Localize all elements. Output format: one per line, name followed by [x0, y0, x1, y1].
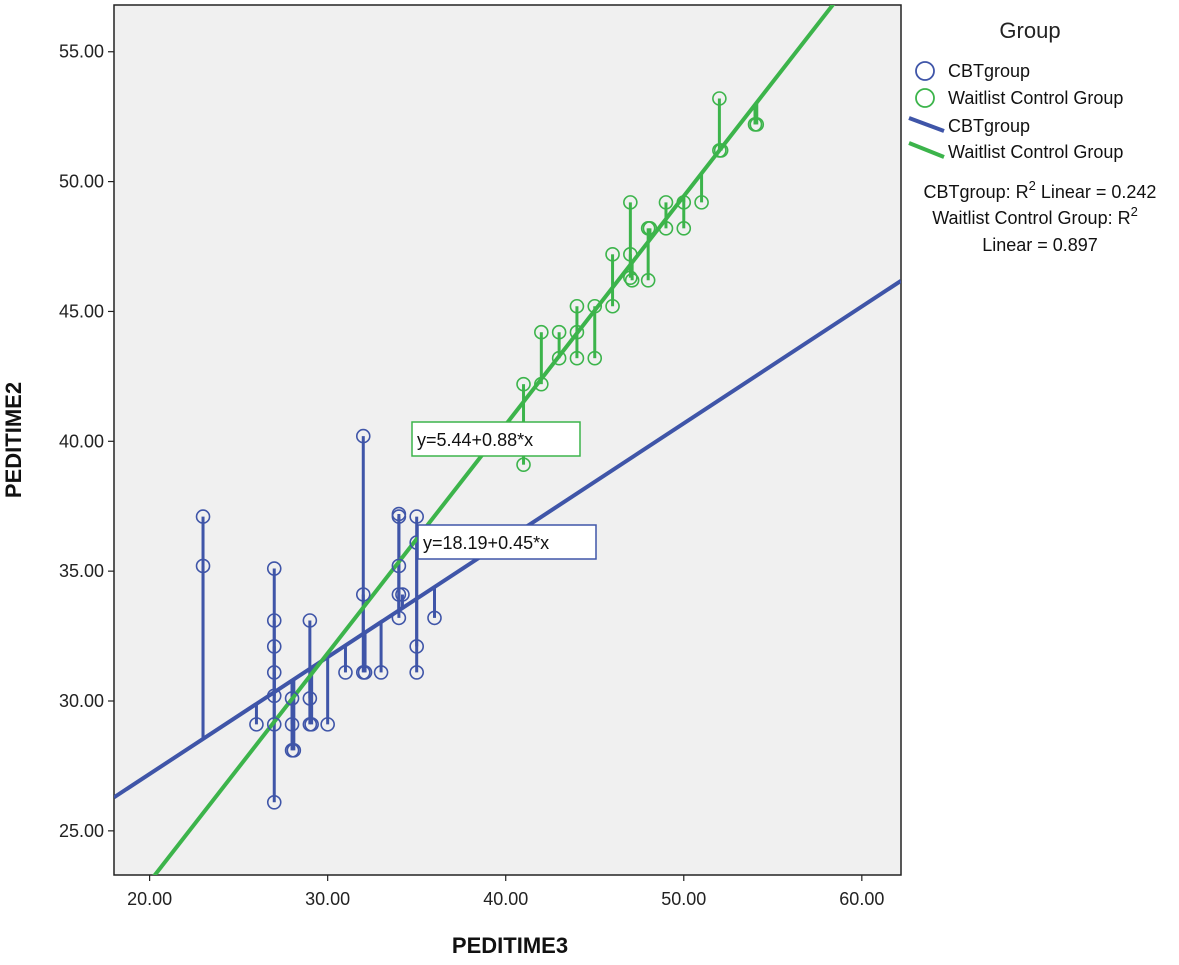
x-tick-label: 20.00	[127, 889, 172, 909]
data-point-waitlist	[551, 350, 567, 366]
data-point-cbt	[373, 665, 389, 680]
data-point-cbt	[266, 717, 282, 732]
data-point-waitlist	[676, 221, 692, 236]
data-point-waitlist	[623, 247, 638, 262]
r2-waitlist-line1: Waitlist Control Group: R2	[932, 204, 1138, 228]
data-point-cbt	[302, 691, 318, 706]
data-point-cbt	[304, 717, 319, 732]
y-tick-label: 55.00	[59, 42, 104, 62]
data-point-waitlist	[749, 117, 765, 132]
data-point-cbt	[338, 665, 353, 680]
data-point-cbt	[391, 558, 407, 574]
data-point-cbt	[409, 639, 424, 654]
legend-label-cbt-line: CBTgroup	[948, 116, 1030, 136]
data-point-cbt	[284, 691, 300, 706]
data-point-waitlist	[569, 324, 585, 340]
x-tick-label: 30.00	[305, 889, 350, 909]
x-tick-label: 50.00	[661, 889, 706, 909]
y-tick-label: 50.00	[59, 172, 104, 192]
equation-label-waitlist: y=5.44+0.88*x	[417, 430, 533, 450]
data-point-waitlist	[569, 350, 585, 366]
data-point-waitlist	[551, 324, 567, 340]
data-point-cbt	[355, 428, 371, 444]
data-point-waitlist	[694, 195, 709, 210]
data-point-waitlist	[569, 298, 585, 314]
x-tick-label: 40.00	[483, 889, 528, 909]
r2-cbt: CBTgroup: R2 Linear = 0.242	[924, 178, 1157, 202]
data-point-cbt	[195, 509, 211, 524]
data-point-waitlist	[534, 324, 549, 340]
data-point-waitlist	[623, 270, 638, 285]
data-point-cbt	[302, 613, 318, 628]
data-point-waitlist	[587, 350, 603, 366]
equation-label-cbt: y=18.19+0.45*x	[423, 533, 549, 553]
legend: Group CBTgroup Waitlist Control Group CB…	[908, 18, 1157, 255]
data-point-waitlist	[605, 298, 620, 314]
data-point-cbt	[391, 610, 407, 626]
x-tick-label: 60.00	[839, 889, 884, 909]
data-point-cbt	[284, 717, 300, 732]
equation-box-cbt	[417, 524, 597, 560]
equation-labels: y=5.44+0.88*x y=18.19+0.45*x	[411, 421, 597, 560]
legend-label-waitlist-line: Waitlist Control Group	[948, 142, 1123, 162]
data-point-cbt	[266, 665, 282, 680]
data-point-waitlist	[516, 376, 531, 392]
data-point-cbt	[266, 794, 282, 810]
data-point-cbt	[195, 558, 211, 574]
r2-waitlist-line2: Linear = 0.897	[982, 235, 1098, 255]
data-point-cbt	[395, 587, 410, 602]
data-point-waitlist	[587, 298, 603, 314]
x-axis: 20.00 30.00 40.00 50.00 60.00	[127, 875, 884, 909]
x-axis-title: PEDITIME3	[452, 933, 568, 958]
data-point-waitlist	[640, 272, 656, 288]
legend-line-cbt	[908, 116, 945, 133]
data-point-cbt	[355, 587, 371, 602]
data-point-waitlist	[516, 457, 531, 472]
y-tick-label: 45.00	[59, 301, 104, 321]
y-tick-label: 40.00	[59, 431, 104, 451]
legend-title: Group	[999, 18, 1060, 43]
legend-line-waitlist	[908, 141, 945, 159]
y-axis-title: PEDITIME2	[1, 382, 26, 498]
data-point-waitlist	[658, 195, 674, 210]
data-point-waitlist	[676, 195, 692, 210]
data-point-cbt	[357, 665, 373, 680]
y-axis: 25.00 30.00 35.00 40.00 45.00 50.00 55.00	[59, 42, 114, 841]
y-tick-label: 25.00	[59, 821, 104, 841]
equation-box-waitlist	[411, 421, 581, 457]
data-point-cbt	[320, 717, 335, 732]
data-point-cbt	[427, 610, 442, 626]
legend-label-cbt-marker: CBTgroup	[948, 61, 1030, 81]
y-tick-label: 30.00	[59, 691, 104, 711]
data-point-cbt	[409, 665, 424, 680]
data-point-waitlist	[534, 376, 549, 392]
legend-marker-waitlist	[915, 88, 935, 108]
data-point-waitlist	[712, 91, 727, 106]
legend-marker-cbt	[915, 61, 935, 81]
data-point-waitlist	[624, 272, 640, 288]
data-point-cbt	[266, 639, 282, 654]
data-point-cbt	[266, 613, 282, 628]
data-point-cbt	[286, 743, 302, 758]
data-point-waitlist	[713, 143, 729, 158]
data-point-cbt	[266, 561, 282, 576]
data-point-waitlist	[623, 195, 638, 210]
y-tick-label: 35.00	[59, 561, 104, 581]
data-point-waitlist	[642, 221, 658, 236]
data-points	[195, 91, 765, 810]
data-point-waitlist	[658, 221, 674, 236]
data-point-waitlist	[605, 247, 620, 262]
data-point-cbt	[249, 717, 264, 732]
legend-label-waitlist-marker: Waitlist Control Group	[948, 88, 1123, 108]
data-point-cbt	[391, 587, 407, 602]
data-point-cbt	[409, 509, 424, 524]
data-point-cbt	[266, 688, 282, 704]
data-point-cbt	[391, 509, 407, 524]
